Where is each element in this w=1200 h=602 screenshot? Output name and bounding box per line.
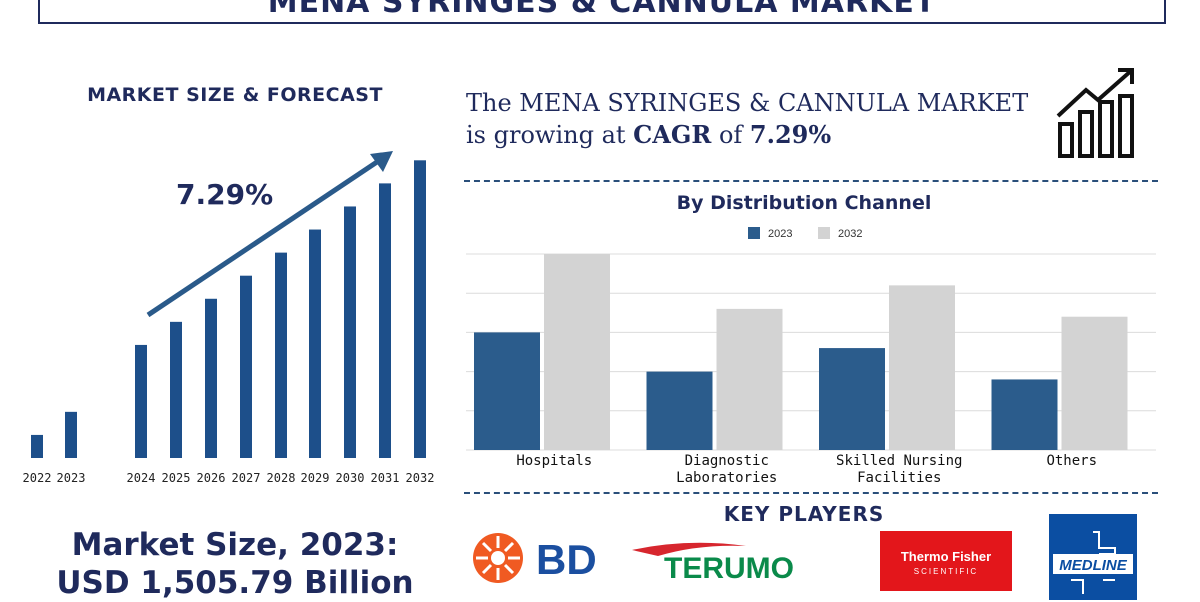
medline-logo: MEDLINE: [1049, 514, 1137, 600]
channel-category-label: Hospitals: [516, 453, 592, 469]
channel-category-label: Skilled Nursing: [836, 453, 962, 469]
forecast-tick-2028: 2028: [267, 471, 296, 485]
forecast-tick-2030: 2030: [336, 471, 365, 485]
forecast-tick-2022: 2022: [23, 471, 52, 485]
forecast-bar-2031: [379, 183, 391, 458]
forecast-tick-2032: 2032: [406, 471, 435, 485]
forecast-bar-2024: [135, 344, 147, 458]
terumo-logo: TERUMO: [632, 542, 794, 584]
forecast-bar-2025: [170, 321, 182, 458]
title-banner: MENA SYRINGES & CANNULA MARKET: [38, 0, 1166, 24]
forecast-tick-2031: 2031: [371, 471, 400, 485]
legend-label-2023: 2023: [768, 228, 792, 240]
forecast-chart: 2022 2023 2024 2025 2026 2027 2028 2029 2030 2031…: [23, 151, 435, 485]
channel-category-label: Laboratories: [676, 470, 777, 486]
channel-bar-1-2032: [716, 308, 783, 450]
page-title: MENA SYRINGES & CANNULA MARKET: [267, 0, 937, 20]
forecast-tick-2024: 2024: [127, 471, 156, 485]
forecast-bar-2023: [65, 411, 77, 458]
forecast-bar-2027: [240, 275, 252, 458]
legend-swatch-2023: [748, 227, 760, 239]
forecast-bar-2029: [309, 229, 321, 458]
market-size-block: Market Size, 2023: USD 1,505.79 Billion: [20, 526, 450, 602]
legend-label-2032: 2032: [838, 228, 862, 240]
forecast-bar-2030: [344, 206, 356, 458]
growth-chart-icon: [1056, 68, 1134, 158]
headline-line2: is growing at CAGR of 7.29%: [466, 119, 1028, 151]
channel-chart-title: By Distribution Channel: [676, 192, 932, 214]
channel-bar-3-2023: [991, 379, 1058, 450]
forecast-bar-2032: [414, 160, 426, 459]
channel-bar-0-2032: [544, 254, 610, 450]
forecast-bar-2028: [275, 252, 287, 458]
bd-logo-text: BD: [536, 536, 597, 583]
key-players-title: KEY PLAYERS: [723, 502, 885, 526]
forecast-tick-2023: 2023: [57, 471, 86, 485]
forecast-bar-2026: [205, 298, 217, 458]
channel-bar-3-2032: [1061, 316, 1128, 450]
forecast-tick-2025: 2025: [162, 471, 191, 485]
legend-swatch-2032: [818, 227, 830, 239]
headline-cagr: CAGR: [633, 120, 712, 149]
medline-logo-text: MEDLINE: [1059, 557, 1127, 574]
headline-line1: The MENA SYRINGES & CANNULA MARKET: [466, 89, 1029, 117]
terumo-logo-text: TERUMO: [664, 552, 794, 584]
headline-prefix: is growing at: [466, 121, 634, 149]
headline-of: of: [711, 121, 750, 149]
forecast-heading: MARKET SIZE & FORECAST: [87, 84, 383, 106]
channel-bar-1-2023: [646, 371, 713, 450]
forecast-tick-2027: 2027: [232, 471, 261, 485]
channel-chart: 2023 2032 Hospitals DiagnosticLaboratories…: [466, 227, 1156, 486]
channel-category-label: Facilities: [857, 470, 941, 486]
channel-bar-2-2023: [819, 348, 885, 450]
forecast-bar-2022: [31, 434, 43, 458]
thermo-fisher-logo: Thermo Fisher SCIENTIFIC: [880, 531, 1012, 591]
forecast-tick-2029: 2029: [301, 471, 330, 485]
market-size-value: USD 1,505.79 Billion: [56, 565, 414, 601]
channel-category-label: Diagnostic: [685, 453, 769, 469]
headline-value: 7.29%: [749, 120, 832, 149]
market-size-label: Market Size, 2023:: [71, 527, 399, 563]
channel-bar-0-2023: [474, 332, 540, 450]
thermo-logo-line1: Thermo Fisher: [901, 549, 991, 564]
growth-headline: The MENA SYRINGES & CANNULA MARKET is gr…: [466, 88, 1028, 151]
trend-arrow: [146, 151, 393, 318]
forecast-tick-2026: 2026: [197, 471, 226, 485]
cagr-annotation: 7.29%: [176, 178, 274, 211]
bd-logo: BD: [473, 533, 597, 583]
divider-bottom: [464, 492, 1158, 494]
divider-top: [464, 180, 1158, 182]
thermo-logo-line2: SCIENTIFIC: [914, 567, 978, 576]
channel-category-label: Others: [1046, 453, 1097, 469]
channel-bar-2-2032: [889, 285, 955, 450]
